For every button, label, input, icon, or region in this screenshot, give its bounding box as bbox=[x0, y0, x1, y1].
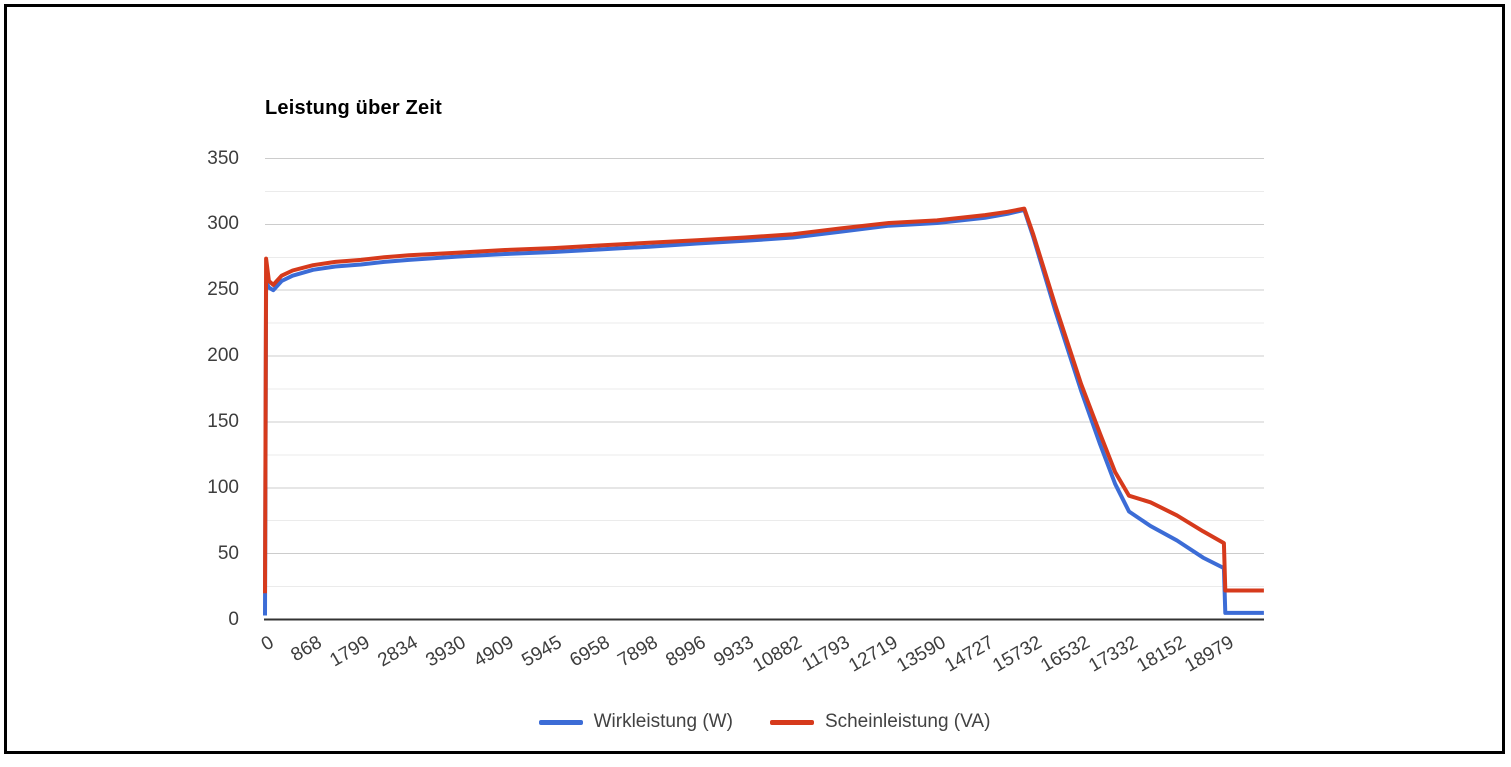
legend: Wirkleistung (W) Scheinleistung (VA) bbox=[265, 707, 1264, 737]
legend-swatch-wirkleistung-icon bbox=[538, 719, 583, 725]
legend-item-wirkleistung: Wirkleistung (W) bbox=[538, 711, 733, 733]
plot-area bbox=[263, 158, 1264, 621]
chart-leistung-ueber-zeit: Leistung über Zeit 0 50 100 150 200 250 300 350… bbox=[7, 7, 1502, 751]
series-line-wirkleistung bbox=[263, 207, 1264, 616]
y-tick-label: 0 bbox=[228, 608, 239, 630]
chart-title: Leistung über Zeit bbox=[265, 97, 442, 119]
y-tick-label: 150 bbox=[207, 410, 239, 432]
y-tick-label: 50 bbox=[217, 542, 239, 564]
legend-label-scheinleistung: Scheinleistung (VA) bbox=[824, 711, 991, 732]
window-frame: Leistung über Zeit 0 50 100 150 200 250 300 350… bbox=[4, 4, 1505, 754]
y-tick-label: 300 bbox=[207, 213, 239, 235]
y-tick-label: 200 bbox=[207, 345, 239, 367]
y-tick-label: 100 bbox=[207, 476, 239, 498]
legend-label-wirkleistung: Wirkleistung (W) bbox=[593, 711, 733, 732]
legend-item-scheinleistung: Scheinleistung (VA) bbox=[769, 711, 991, 733]
y-tick-label: 350 bbox=[207, 147, 239, 169]
legend-swatch-scheinleistung-icon bbox=[769, 719, 814, 725]
series-line-scheinleistung bbox=[263, 206, 1264, 594]
y-tick-label: 250 bbox=[207, 279, 239, 301]
